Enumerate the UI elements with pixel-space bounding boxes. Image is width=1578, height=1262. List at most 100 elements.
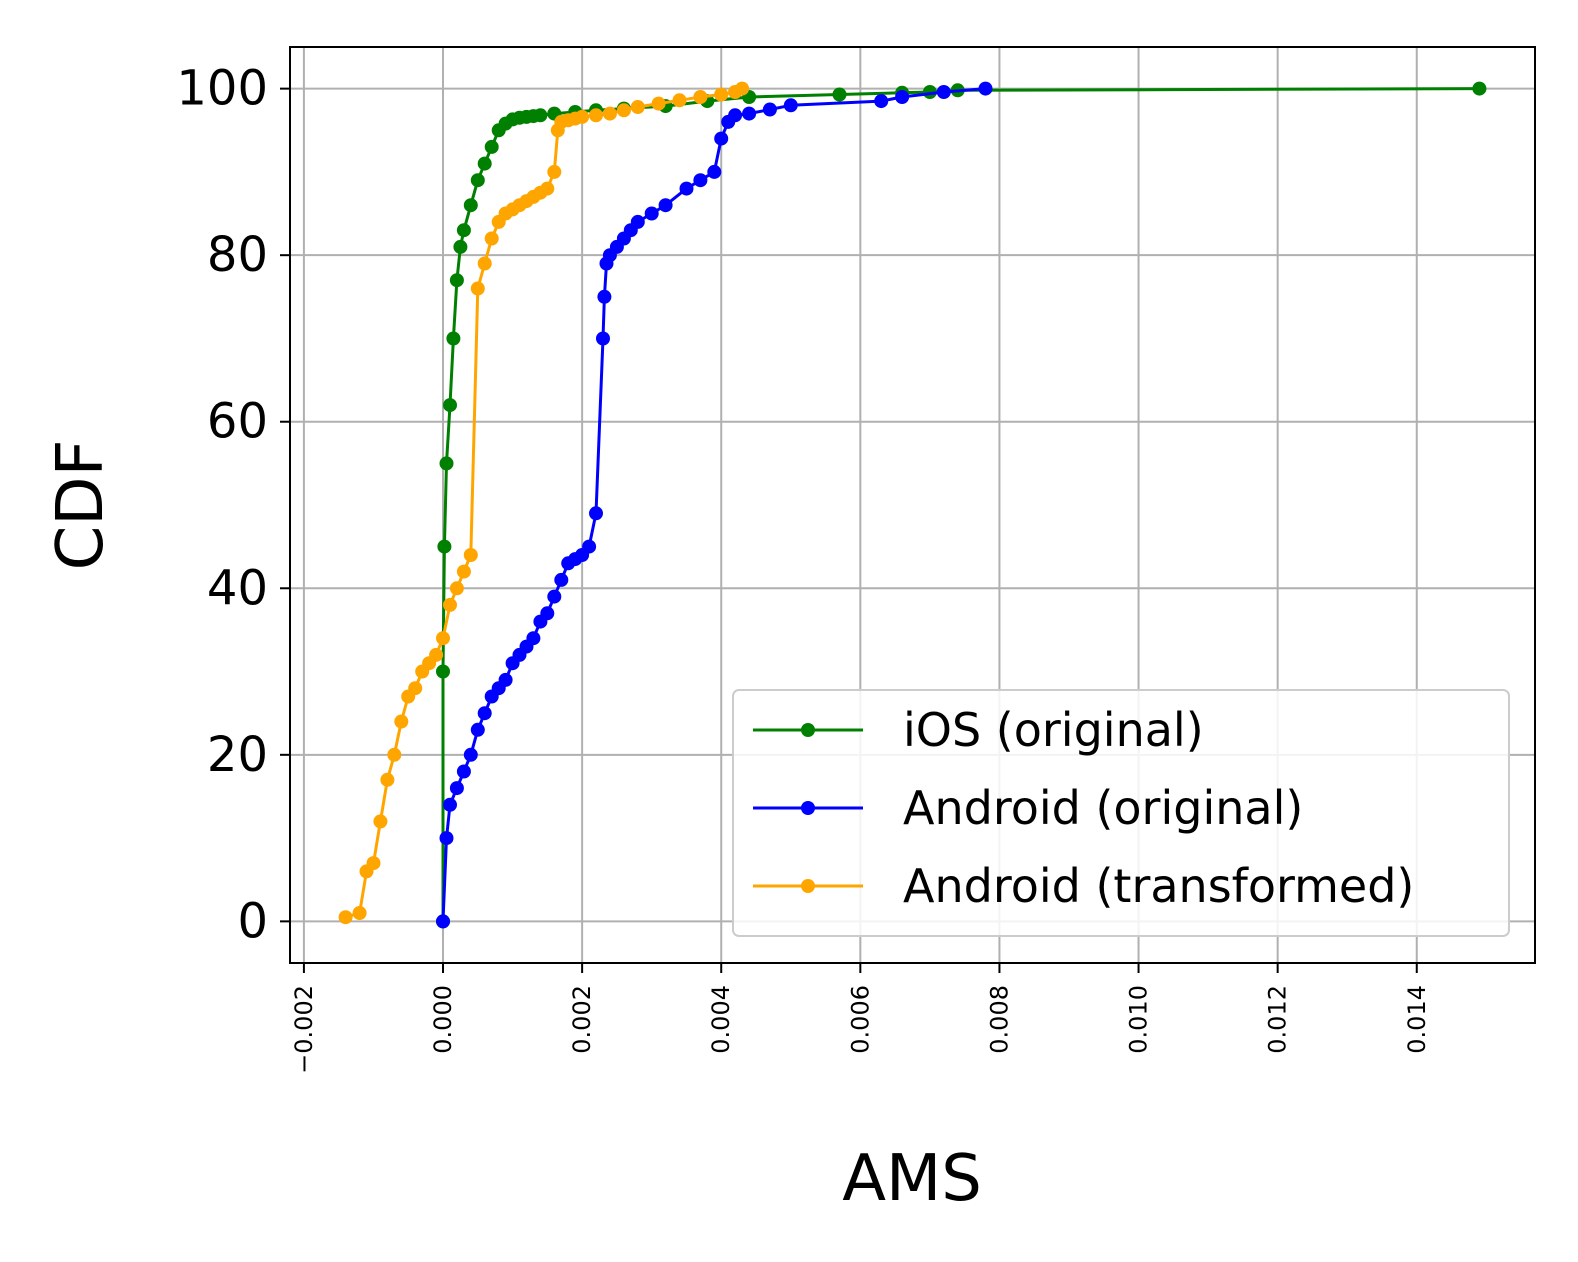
data-point [616, 103, 631, 118]
data-point [874, 94, 889, 109]
legend-swatch-marker [801, 879, 815, 893]
x-tick-label: 0.008 [985, 985, 1013, 1054]
data-point [443, 398, 457, 413]
data-point [597, 289, 612, 304]
data-point [437, 539, 452, 554]
data-point [783, 98, 798, 113]
data-point [477, 156, 492, 171]
data-point [484, 231, 499, 246]
data-point [498, 672, 513, 687]
data-point [728, 108, 743, 123]
data-point [429, 647, 444, 662]
y-tick-label: 0 [237, 893, 268, 949]
grid-lines [290, 47, 1535, 963]
data-point [742, 106, 757, 121]
data-point [439, 831, 454, 846]
data-point [602, 106, 617, 121]
data-point [446, 331, 461, 346]
data-point [714, 87, 729, 102]
data-point [540, 181, 555, 196]
data-point [526, 631, 541, 646]
data-point [456, 564, 471, 579]
x-tick-label: 0.000 [429, 985, 457, 1054]
data-point [387, 747, 402, 762]
series-layer [338, 81, 1487, 929]
data-point [832, 87, 847, 102]
data-point [547, 589, 562, 604]
data-point [380, 772, 395, 787]
data-point [456, 223, 471, 238]
x-tick-label: 0.010 [1125, 985, 1153, 1054]
x-tick-label: 0.002 [568, 985, 596, 1054]
legend-swatch-marker [801, 723, 815, 737]
data-point [408, 681, 423, 696]
data-point [394, 714, 409, 729]
data-point [463, 198, 478, 213]
x-tick-label: −0.002 [290, 985, 318, 1074]
data-point [589, 108, 603, 123]
data-point [658, 198, 673, 213]
data-point [707, 164, 722, 179]
y-tick-label: 100 [176, 61, 268, 117]
data-point [762, 102, 777, 117]
data-point [895, 90, 910, 104]
data-point [456, 764, 471, 779]
legend-label: Android (transformed) [903, 859, 1414, 913]
data-point [547, 164, 562, 179]
data-point [596, 331, 610, 346]
data-point [644, 206, 659, 221]
data-point [589, 506, 603, 521]
data-point [449, 781, 464, 796]
x-axis-title: AMS [842, 1142, 982, 1216]
data-point [672, 93, 687, 108]
data-point [714, 131, 729, 146]
data-point [449, 273, 464, 288]
x-tick-label: 0.004 [707, 985, 735, 1054]
legend-label: Android (original) [903, 781, 1303, 835]
x-axis-ticks: −0.002 0.000 0.002 0.004 0.006 0.008 0.010 0.01… [290, 963, 1431, 1074]
data-point [436, 914, 450, 929]
data-point [582, 539, 597, 554]
plot-frame [289, 46, 1536, 964]
data-point [443, 797, 457, 812]
data-point [373, 814, 388, 829]
series-0 [436, 81, 1487, 929]
data-point [1472, 81, 1487, 96]
data-point [453, 239, 468, 254]
data-point [693, 90, 708, 104]
data-point [978, 81, 993, 96]
y-tick-label: 20 [207, 727, 268, 783]
legend: iOS (original) Android (original) Android … [732, 689, 1510, 937]
data-point [484, 139, 499, 154]
data-point [436, 631, 450, 646]
data-point [477, 706, 492, 721]
data-point [463, 747, 478, 762]
data-point [533, 108, 548, 123]
data-point [630, 100, 645, 114]
y-tick-label: 60 [207, 394, 268, 450]
legend-box [732, 689, 1510, 937]
data-point [470, 281, 485, 296]
x-tick-label: 0.006 [846, 985, 874, 1054]
data-point [352, 906, 367, 920]
data-point [463, 548, 478, 562]
data-point [575, 109, 590, 124]
data-point [651, 96, 666, 111]
y-tick-label: 40 [207, 560, 268, 616]
data-point [540, 606, 555, 621]
data-point [679, 181, 694, 196]
data-point [443, 597, 457, 612]
data-point [735, 81, 750, 96]
data-point [449, 581, 464, 596]
y-axis-title: CDF [44, 440, 118, 571]
data-point [936, 85, 951, 99]
data-point [436, 664, 450, 679]
y-axis-ticks: 0 20 40 60 80 100 [176, 61, 290, 949]
data-point [630, 214, 645, 229]
x-tick-label: 0.012 [1264, 985, 1292, 1054]
series-2 [338, 81, 750, 925]
legend-swatch-marker [801, 801, 815, 815]
data-point [470, 722, 485, 737]
